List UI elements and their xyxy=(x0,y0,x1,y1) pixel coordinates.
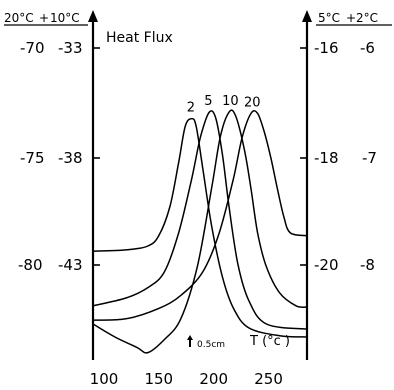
series-label-5: 5 xyxy=(204,94,212,109)
right-tick-label-b: -7 xyxy=(362,149,377,167)
right-tick-label-a: -16 xyxy=(314,39,339,57)
x-tick-label: 200 xyxy=(199,370,228,388)
x-axis-label: T (°c ) xyxy=(249,334,290,349)
x-tick-label: 100 xyxy=(90,370,119,388)
left-tick-label-a: -70 xyxy=(20,39,45,57)
left-header-20c: 20°C xyxy=(4,11,34,25)
series-line-5 xyxy=(92,110,308,330)
series-line-20 xyxy=(92,110,308,321)
x-ticks-group: 100 150 200 250 xyxy=(90,370,283,388)
series-label-2: 2 xyxy=(187,101,195,116)
curve-labels-group: 2 5 10 20 xyxy=(187,94,261,116)
right-tick-label-b: -8 xyxy=(360,256,375,274)
curves-group xyxy=(92,109,308,354)
left-tick-label-b: -33 xyxy=(58,39,83,57)
left-tick-label-a: -75 xyxy=(20,149,45,167)
scale-bar-arrowhead xyxy=(187,335,193,340)
chart-title: Heat Flux xyxy=(106,30,173,46)
left-header-10c: 10°C xyxy=(50,11,80,25)
right-axis-arrow xyxy=(302,10,312,22)
left-tick-label-b: -38 xyxy=(58,149,83,167)
x-tick-label: 250 xyxy=(254,370,283,388)
x-tick-label: 150 xyxy=(144,370,173,388)
left-tick-label-a: -80 xyxy=(18,256,43,274)
left-header-sep: + xyxy=(39,11,49,25)
right-tick-label-a: -18 xyxy=(314,149,339,167)
left-axis-arrow xyxy=(88,10,98,22)
series-label-10: 10 xyxy=(222,94,239,109)
scale-bar-label: 0.5cm xyxy=(197,340,225,350)
series-label-20: 20 xyxy=(244,95,261,110)
right-header-sep: + xyxy=(346,11,356,25)
series-line-2 xyxy=(92,117,308,338)
right-tick-label-a: -20 xyxy=(314,256,339,274)
right-header-5c: 5°C xyxy=(318,11,340,25)
left-tick-label-b: -43 xyxy=(58,256,83,274)
right-header-2c: 2°C xyxy=(356,11,378,25)
series-line-10 xyxy=(92,109,308,354)
right-tick-label-b: -6 xyxy=(360,39,375,57)
